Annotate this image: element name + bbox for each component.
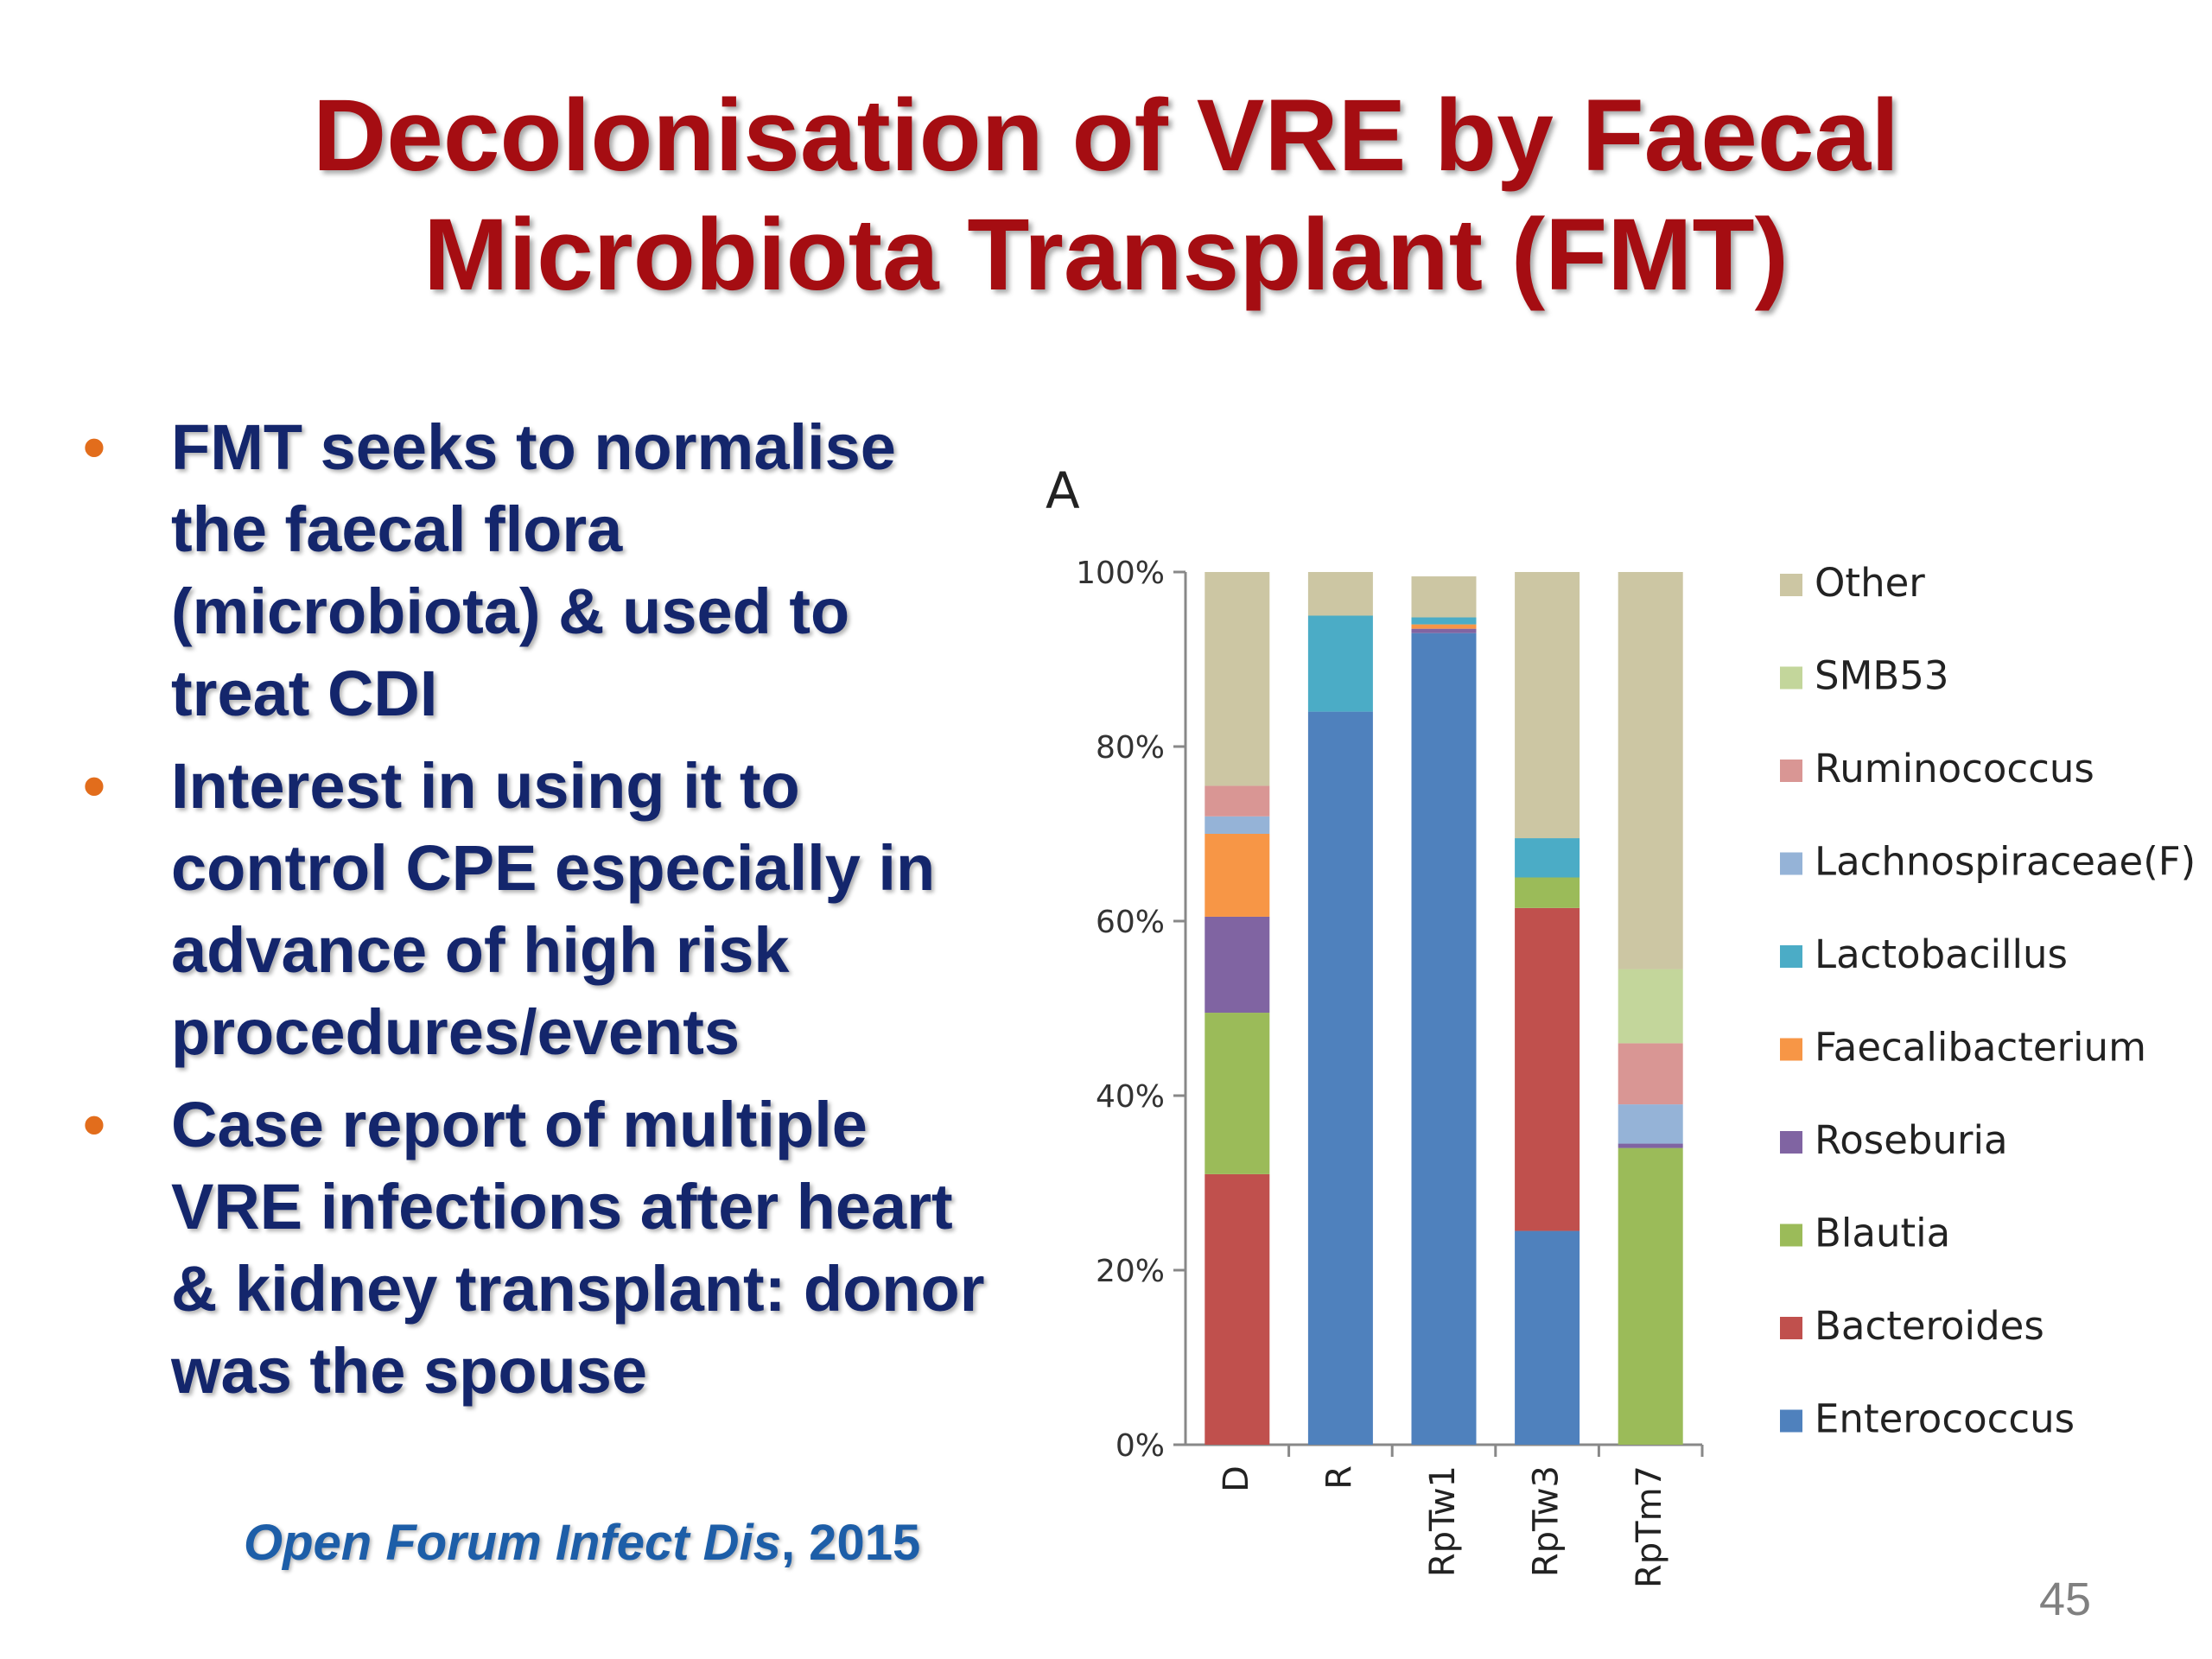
citation: Open Forum Infect Dis, 2015 [244,1514,920,1572]
legend-swatch [1780,666,1802,690]
legend-swatch [1780,945,1802,968]
y-tick-label: 60% [1096,905,1165,940]
bar-segment-ruminococcus [1205,785,1270,817]
bar-segment-lactobacillus [1307,615,1373,712]
slide-title: Decolonisation of VRE by Faecal Microbio… [0,76,2212,315]
bar-segment-enterococcus [1307,711,1373,1445]
legend-label: Bacteroides [1815,1303,2044,1349]
bullet-text: FMT seeks to normalise the faecal flora … [171,411,896,729]
bar-segment-enterococcus [1515,1230,1580,1445]
bar-segment-other [1411,576,1477,618]
bar-segment-lachnospiraceae-f [1205,816,1270,834]
legend-label: Ruminococcus [1815,746,2094,791]
bar-segment-blautia [1618,1147,1683,1445]
bar-segment-other [1205,572,1270,786]
legend-swatch [1780,1131,1802,1154]
legend-swatch [1780,574,1802,596]
legend-swatch [1780,1038,1802,1061]
bar-segment-roseburia [1411,628,1477,633]
panel-label: A [1046,461,1080,520]
bullet-icon: • [83,750,105,822]
legend-label: Blautia [1815,1211,1950,1256]
stacked-bar-chart: A 0% 20% 40% 60% 80% 100% D R RpTw1 RpTw3 RpTm7 Othe… [1046,461,2195,1588]
page-number: 45 [2039,1573,2092,1625]
bar-segment-other [1515,572,1580,839]
y-tick-label: 0% [1116,1428,1165,1464]
x-tick-label: R [1319,1465,1359,1490]
citation-year: , 2015 [780,1515,921,1571]
legend-swatch [1780,852,1802,875]
bar-segment-bacteroides [1515,907,1580,1231]
legend-label: Lachnospiraceae(F) [1815,839,2195,885]
y-tick-label: 80% [1096,730,1165,766]
x-tick-label: RpTm7 [1630,1465,1669,1588]
bullet-text: Interest in using it to control CPE espe… [171,750,936,1068]
legend-label: Lactobacillus [1815,931,2068,977]
legend-label: SMB53 [1815,653,1949,699]
y-tick-label: 20% [1096,1254,1165,1289]
bullet-list: • FMT seeks to normalise the faecal flora… [78,406,994,1422]
bar-segment-enterococcus [1411,632,1477,1445]
title-line-2: Microbiota Transplant (FMT) [423,198,1789,312]
bar-segment-faecalibacterium [1205,834,1270,917]
x-tick-label: RpTw1 [1423,1465,1463,1577]
legend-swatch [1780,1224,1802,1247]
bar-segment-ruminococcus [1618,1043,1683,1105]
legend-label: Faecalibacterium [1815,1025,2146,1071]
legend-swatch [1780,760,1802,782]
bar-segment-bacteroides [1205,1173,1270,1445]
y-tick-label: 100% [1076,556,1165,591]
bar-segment-blautia [1515,877,1580,908]
bullet-item: • Interest in using it to control CPE esp… [78,745,994,1073]
bar-segment-roseburia [1618,1143,1683,1148]
bar-segment-blautia [1205,1013,1270,1174]
bar-segment-lactobacillus [1515,838,1580,878]
x-tick-label: RpTw3 [1527,1465,1567,1577]
bar-segment-other [1307,572,1373,616]
y-tick-label: 40% [1096,1079,1165,1115]
bullet-text: Case report of multiple VRE infections a… [171,1089,985,1407]
bar-segment-lactobacillus [1411,617,1477,625]
legend-label: Enterococcus [1815,1396,2075,1442]
bar-segment-smb53 [1618,969,1683,1044]
bullet-icon: • [83,411,105,483]
bar-segment-other [1618,572,1683,969]
title-line-1: Decolonisation of VRE by Faecal [313,79,1899,193]
bar-segment-lachnospiraceae-f [1618,1104,1683,1144]
bullet-icon: • [83,1089,105,1160]
legend-label: Other [1815,560,1925,606]
bar-segment-faecalibacterium [1411,624,1477,629]
bullet-item: • Case report of multiple VRE infections … [78,1084,994,1412]
legend-swatch [1780,1317,1802,1339]
citation-journal: Open Forum Infect Dis [244,1515,781,1571]
legend-label: Roseburia [1815,1117,2008,1163]
x-tick-label: D [1217,1465,1256,1492]
bar-segment-roseburia [1205,916,1270,1014]
legend-swatch [1780,1409,1802,1433]
bullet-item: • FMT seeks to normalise the faecal flora… [78,406,994,734]
